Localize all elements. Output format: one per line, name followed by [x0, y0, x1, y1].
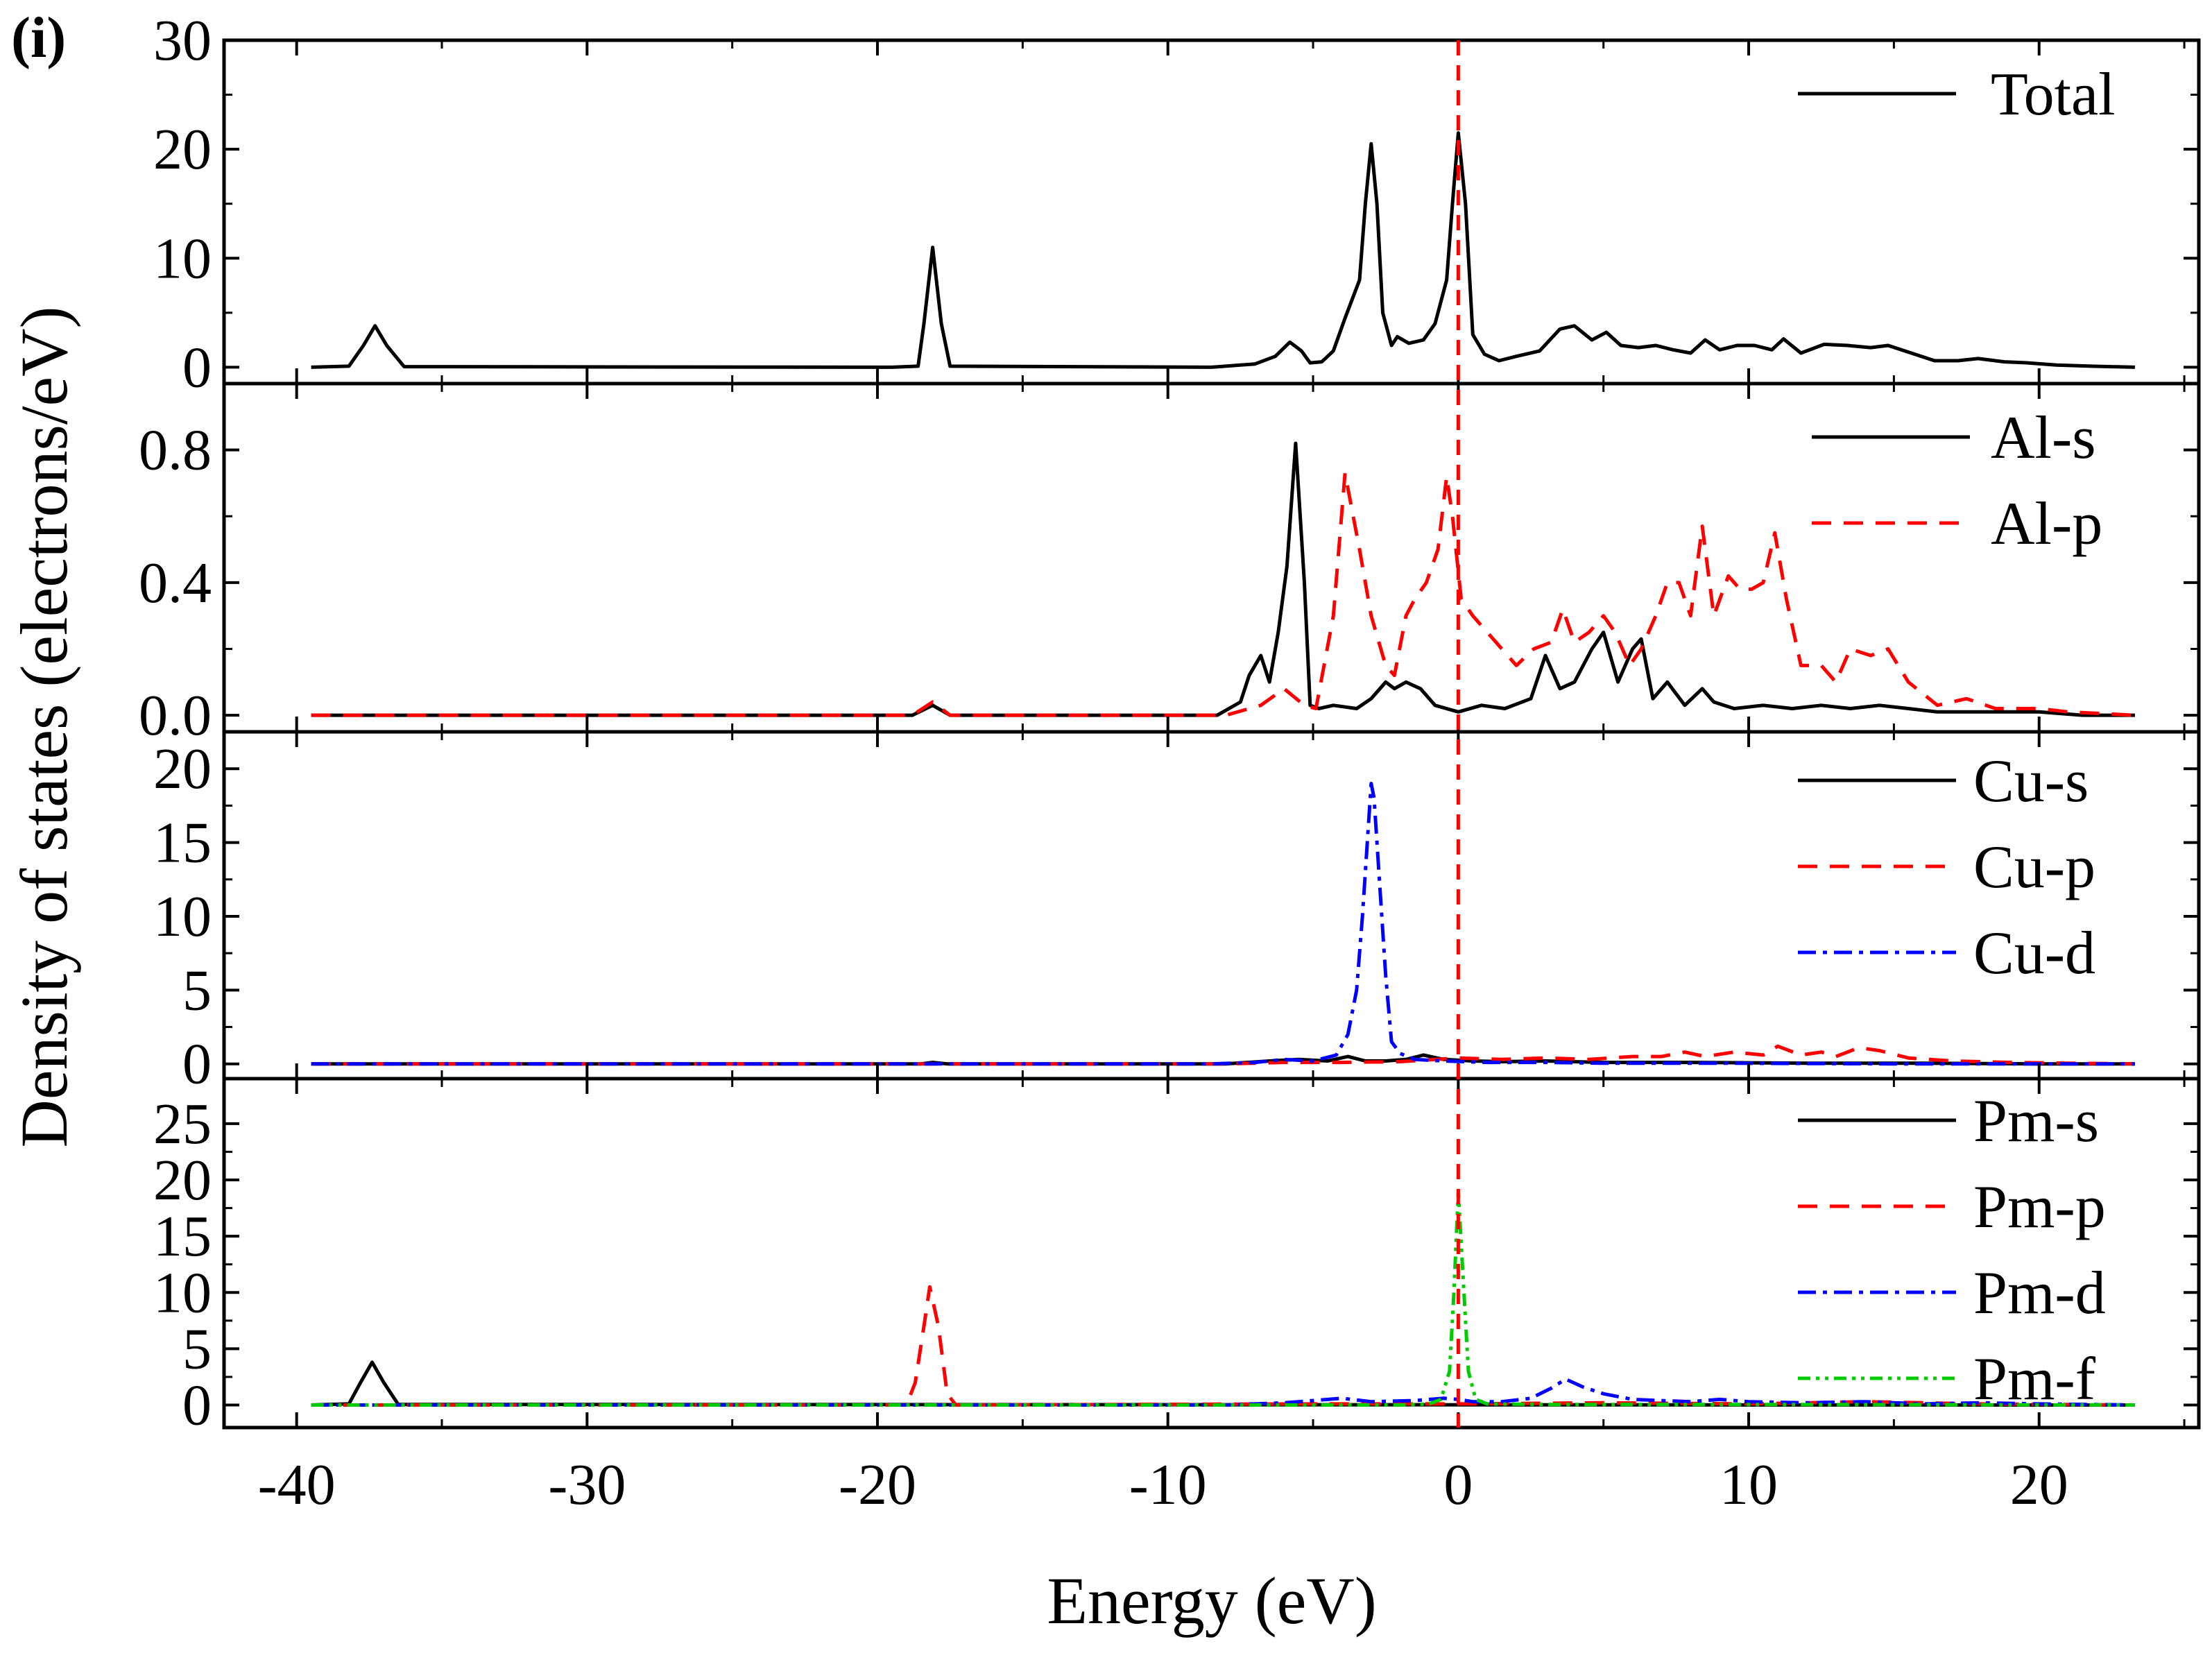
legend-label-pm-d: Pm-d: [1973, 1260, 2106, 1327]
y-tick-label-cu: 0: [182, 1032, 212, 1097]
y-tick-label-pm: 5: [182, 1317, 212, 1381]
y-tick-label-total: 20: [153, 117, 212, 182]
panel-frame-pm: [222, 1077, 2201, 1430]
x-tick-label: 0: [1443, 1453, 1473, 1517]
x-axis-title: Energy (eV): [1047, 1564, 1376, 1638]
x-tick-label: -10: [1129, 1453, 1207, 1517]
x-tick-label: 20: [2010, 1453, 2068, 1517]
x-tick-label: -20: [839, 1453, 916, 1517]
y-tick-label-total: 0: [182, 335, 212, 400]
y-tick-label-pm: 15: [153, 1204, 212, 1269]
panel-label: (i): [11, 6, 66, 70]
series-al-p: [311, 471, 2136, 717]
series-cu-p: [311, 1044, 2135, 1066]
series-pm-f: [311, 1189, 2135, 1407]
legend-label-cu-d: Cu-d: [1973, 920, 2095, 987]
series-pm-p: [311, 1285, 2135, 1407]
series-pm-s: [311, 1360, 2135, 1407]
panel-cu: 0 5 10 15 20 Cu-s Cu-p Cu-d: [153, 730, 2201, 1097]
y-tick-label-total: 30: [153, 8, 212, 73]
legend-label-al-s: Al-s: [1991, 404, 2096, 472]
y-tick-label-cu: 5: [182, 958, 212, 1022]
x-tick-label: -40: [258, 1453, 336, 1517]
legend-label-total: Total: [1991, 61, 2116, 128]
panel-al: 0.0 0.4 0.8 Al-s Al-p: [139, 382, 2201, 748]
legend-label-pm-s: Pm-s: [1973, 1088, 2099, 1155]
panel-frame-cu: [222, 730, 2201, 1081]
y-tick-label-cu: 20: [153, 737, 212, 801]
y-tick-label-cu: 10: [153, 884, 212, 949]
y-tick-label-al: 0.0: [139, 683, 212, 748]
x-tick-label: 10: [1720, 1453, 1778, 1517]
y-tick-label-pm: 25: [153, 1092, 212, 1156]
y-axis-title: Density of states (electrons/eV): [7, 307, 81, 1148]
panel-total: 0 10 20 30 Total: [153, 8, 2201, 400]
series-total: [311, 131, 2135, 369]
legend-label-pm-p: Pm-p: [1973, 1174, 2106, 1241]
y-tick-label-pm: 0: [182, 1373, 212, 1438]
legend-label-pm-f: Pm-f: [1973, 1346, 2096, 1413]
y-tick-label-pm: 20: [153, 1148, 212, 1213]
panel-frame-total: [222, 38, 2201, 386]
legend-label-al-p: Al-p: [1991, 490, 2102, 558]
y-tick-label-cu: 15: [153, 811, 212, 875]
series-cu-d: [311, 782, 2135, 1066]
legend-label-cu-s: Cu-s: [1973, 748, 2089, 815]
legend-label-cu-p: Cu-p: [1973, 834, 2095, 901]
series-al-s: [311, 441, 2135, 717]
x-tick-label: -30: [548, 1453, 626, 1517]
y-tick-label-al: 0.4: [139, 551, 212, 615]
y-tick-label-total: 10: [153, 226, 212, 291]
series-pm-d: [311, 1377, 2135, 1407]
y-tick-label-pm: 10: [153, 1260, 212, 1325]
y-tick-label-al: 0.8: [139, 418, 212, 483]
